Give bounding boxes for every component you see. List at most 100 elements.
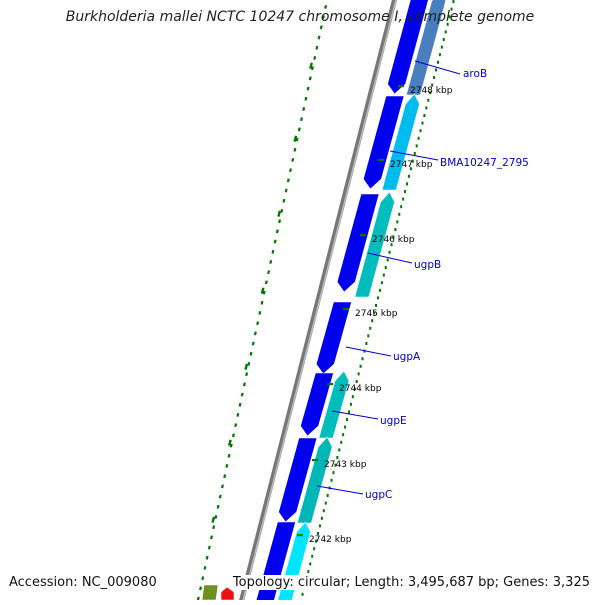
dotted-ring-dot	[317, 35, 321, 40]
dotted-ring-dot	[225, 463, 229, 468]
major-tick	[343, 308, 349, 311]
dotted-ring-dot	[216, 504, 220, 509]
major-tick	[327, 383, 333, 386]
minor-tick	[417, 136, 420, 140]
dotted-ring-dot	[286, 178, 290, 183]
dotted-ring-dot	[251, 341, 255, 346]
dotted-ring-dot	[220, 484, 224, 489]
dotted-ring-dot	[313, 55, 317, 60]
minor-tick	[353, 387, 356, 391]
minor-tick	[330, 478, 333, 482]
minor-tick	[322, 509, 325, 513]
scale-label: 2744 kbp	[339, 384, 382, 394]
gene-leader-line	[414, 60, 461, 75]
gene-labels: aroB BMA10247_2795 ugpB ugpA ugpE ugpC	[316, 60, 529, 501]
minor-tick	[431, 83, 434, 87]
dotted-ring-dot	[256, 321, 260, 326]
dotted-ring-dot	[273, 239, 277, 244]
backbone-line	[237, 0, 398, 605]
minor-tick	[409, 167, 412, 171]
gene-leader-line	[316, 485, 364, 495]
minor-tick	[450, 7, 453, 11]
minor-tick	[315, 539, 318, 543]
gene-label: ugpE	[380, 415, 407, 427]
scale-label: 2743 kbp	[324, 460, 367, 470]
minor-tick	[355, 380, 358, 383]
minor-tick	[307, 570, 310, 573]
dotted-ring-dot	[293, 147, 297, 152]
minor-tick	[402, 197, 405, 201]
minor-tick	[376, 296, 379, 300]
major-tick	[312, 459, 318, 462]
dotted-ring-dot	[240, 392, 244, 397]
dotted-ring-dot	[196, 596, 200, 601]
dotted-ring-dot	[223, 474, 227, 479]
scale-label: 2746 kbp	[372, 235, 415, 245]
dotted-ring-dot	[227, 453, 231, 458]
dotted-ring-dot	[207, 545, 211, 550]
minor-tick	[365, 342, 368, 345]
dotted-ring-dot	[291, 158, 295, 162]
gene-leader-line	[331, 410, 379, 420]
minor-tick	[407, 174, 410, 178]
minor-tick	[340, 440, 343, 444]
minor-tick	[425, 106, 428, 110]
minor-tick	[446, 22, 449, 26]
dotted-ring-dot	[258, 311, 262, 315]
minor-tick	[382, 273, 385, 277]
accession-label: Accession: NC_009080	[7, 575, 159, 590]
minor-tick	[320, 516, 323, 520]
gene-leader-line	[345, 346, 392, 357]
minor-tick	[334, 463, 337, 467]
dotted-ring-dot	[242, 382, 246, 387]
dotted-ring-dot	[306, 86, 310, 91]
minor-tick	[394, 228, 397, 231]
dotted-ring-dot	[203, 566, 207, 570]
dotted-ring-dot	[321, 15, 325, 20]
dotted-ring-dash	[309, 62, 313, 69]
minor-tick	[438, 53, 441, 57]
minor-tick	[452, 0, 455, 3]
scale-ticks: 2748 kbp 2747 kbp 2746 kbp 2745 kbp 2744 kbp…	[297, 0, 455, 596]
minor-tick	[380, 281, 383, 285]
minor-tick	[398, 212, 401, 216]
scale-label: 2742 kbp	[309, 535, 352, 545]
dotted-ring-dot	[212, 525, 216, 530]
scale-label: 2745 kbp	[355, 309, 398, 319]
minor-tick	[423, 114, 426, 117]
dotted-ring-dot	[199, 586, 203, 591]
reverse-gene-arrow	[354, 191, 395, 298]
minor-tick	[349, 402, 352, 406]
dotted-ring-dot	[214, 515, 218, 519]
minor-tick	[406, 182, 409, 186]
minor-tick	[436, 60, 439, 64]
dotted-ring-dash	[211, 516, 216, 523]
dotted-ring-dash	[277, 210, 282, 217]
minor-tick	[429, 91, 432, 95]
minor-tick	[413, 152, 416, 155]
dotted-ring-dot	[271, 249, 275, 254]
minor-tick	[404, 190, 407, 193]
dotted-ring-dot	[282, 198, 286, 203]
dotted-ring-dash	[260, 287, 265, 294]
dotted-ring-dot	[245, 372, 249, 377]
dotted-ring-dot	[304, 96, 308, 101]
gene-leader-line	[367, 252, 413, 264]
minor-tick	[367, 334, 370, 338]
dotted-ring-dot	[264, 280, 268, 285]
minor-tick	[317, 532, 320, 535]
minor-tick	[332, 471, 335, 475]
forward-gene-arrow	[300, 372, 334, 437]
major-tick	[360, 234, 366, 237]
minor-tick	[324, 501, 327, 505]
dotted-ring-dash	[227, 439, 232, 446]
dotted-ring-dot	[249, 351, 253, 356]
dotted-ring-dot	[260, 300, 264, 305]
minor-tick	[419, 129, 422, 133]
dotted-ring-dot	[267, 270, 271, 275]
topology-label: Topology: circular; Length: 3,495,687 bp…	[230, 575, 592, 590]
dotted-ring-dot	[302, 107, 306, 111]
dotted-ring-dot	[297, 127, 301, 132]
gene-leader-line	[389, 150, 439, 161]
dotted-ring-dot	[247, 362, 251, 366]
